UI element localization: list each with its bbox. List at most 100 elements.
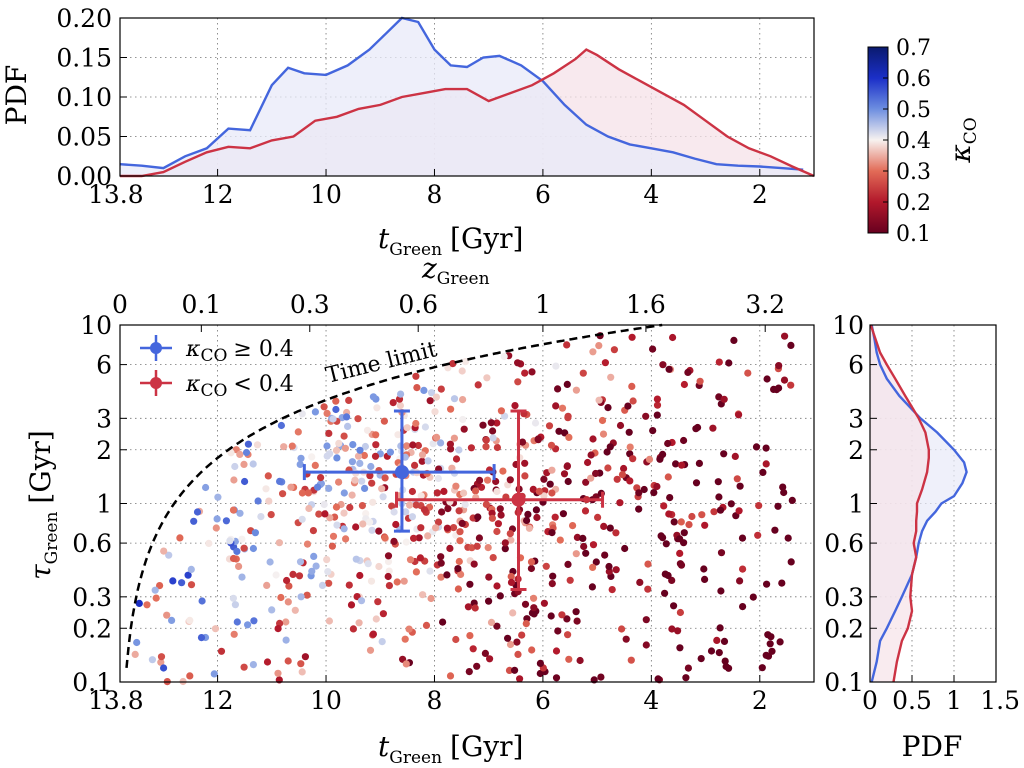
scatter-point bbox=[460, 489, 468, 497]
main-x-label: tGreen [Gyr] bbox=[378, 730, 523, 768]
scatter-point bbox=[531, 419, 540, 427]
scatter-point bbox=[272, 571, 280, 579]
scatter-point bbox=[392, 520, 400, 529]
scatter-point bbox=[452, 455, 461, 463]
scatter-point bbox=[190, 517, 198, 525]
scatter-point bbox=[685, 521, 693, 529]
scatter-point bbox=[250, 617, 258, 625]
scatter-point bbox=[752, 443, 761, 451]
scatter-point bbox=[573, 533, 582, 542]
scatter-point bbox=[210, 670, 218, 678]
main-x-ticks: 13.8 12 10 8 6 4 2 bbox=[88, 675, 768, 715]
scatter-point bbox=[461, 501, 469, 509]
right-y-tick-label: 3 bbox=[848, 404, 864, 433]
right-y-tick-label: 0.3 bbox=[824, 583, 864, 612]
scatter-point bbox=[402, 660, 410, 668]
scatter-point bbox=[450, 395, 459, 403]
scatter-point bbox=[312, 562, 320, 570]
scatter-point bbox=[413, 384, 421, 392]
scatter-point bbox=[297, 454, 305, 462]
scatter-point bbox=[213, 515, 221, 523]
scatter-point bbox=[473, 662, 481, 670]
scatter-point bbox=[249, 661, 257, 669]
scatter-point bbox=[345, 396, 353, 404]
scatter-point bbox=[308, 567, 316, 575]
scatter-point bbox=[579, 369, 587, 377]
scatter-point bbox=[556, 536, 564, 544]
scatter-point bbox=[758, 664, 766, 672]
scatter-point bbox=[345, 581, 353, 589]
colorbar-tick-label: 0.3 bbox=[896, 160, 931, 185]
main-y-tick-label: 2 bbox=[96, 436, 112, 465]
scatter-point bbox=[680, 436, 688, 445]
scatter-point bbox=[433, 489, 441, 497]
top-x-tick-label: 12 bbox=[202, 180, 234, 209]
scatter-point bbox=[323, 556, 331, 564]
scatter-point bbox=[412, 501, 420, 509]
scatter-point bbox=[440, 487, 448, 495]
scatter-point bbox=[653, 401, 662, 409]
scatter-point bbox=[240, 544, 248, 552]
scatter-point bbox=[268, 606, 276, 614]
scatter-point bbox=[384, 558, 393, 566]
scatter-point bbox=[284, 657, 292, 665]
scatter-point bbox=[642, 641, 650, 649]
scatter-point bbox=[374, 598, 382, 606]
scatter-point bbox=[664, 439, 672, 448]
scatter-point bbox=[628, 333, 636, 341]
scatter-point bbox=[584, 458, 592, 467]
scatter-point bbox=[552, 674, 561, 682]
scatter-point bbox=[605, 562, 613, 571]
scatter-point bbox=[222, 517, 230, 525]
scatter-point bbox=[507, 572, 515, 581]
scatter-point bbox=[720, 450, 728, 458]
scatter-point bbox=[664, 571, 672, 580]
scatter-point bbox=[522, 620, 530, 628]
scatter-point bbox=[552, 402, 560, 410]
top-blue-line bbox=[119, 16, 804, 171]
scatter-point bbox=[612, 566, 620, 574]
scatter-point bbox=[403, 424, 411, 432]
scatter-point bbox=[279, 490, 287, 498]
scatter-point bbox=[169, 577, 177, 585]
scatter-point bbox=[665, 365, 673, 373]
scatter-point bbox=[133, 638, 141, 647]
scatter-point bbox=[545, 422, 554, 430]
scatter-point bbox=[595, 396, 603, 404]
scatter-point bbox=[780, 488, 788, 497]
scatter-point bbox=[669, 333, 677, 342]
scatter-point bbox=[604, 404, 612, 412]
scatter-point bbox=[587, 474, 595, 482]
scatter-point bbox=[452, 482, 460, 490]
scatter-point bbox=[438, 508, 446, 516]
scatter-point bbox=[709, 424, 717, 432]
scatter-point bbox=[513, 638, 521, 646]
scatter-point bbox=[285, 582, 293, 590]
scatter-point bbox=[469, 645, 477, 653]
scatter-point bbox=[565, 433, 573, 441]
scatter-point bbox=[518, 631, 526, 639]
scatter-point bbox=[613, 475, 621, 483]
scatter-point bbox=[485, 597, 493, 605]
scatter-point bbox=[275, 539, 283, 547]
scatter-point bbox=[249, 544, 257, 553]
scatter-point bbox=[408, 513, 416, 521]
scatter-point bbox=[518, 438, 527, 446]
scatter-point bbox=[766, 640, 774, 648]
scatter-point bbox=[368, 479, 376, 487]
scatter-point bbox=[432, 393, 440, 401]
scatter-point bbox=[738, 534, 747, 542]
scatter-point bbox=[482, 500, 490, 508]
scatter-point bbox=[238, 535, 246, 543]
scatter-point bbox=[482, 436, 490, 444]
scatter-point bbox=[418, 451, 427, 459]
scatter-point bbox=[616, 499, 624, 507]
scatter-point bbox=[375, 527, 383, 535]
scatter-point bbox=[151, 586, 159, 594]
scatter-point bbox=[558, 404, 567, 412]
scatter-point bbox=[542, 562, 550, 570]
right-x-tick-label: 1 bbox=[946, 686, 962, 715]
scatter-point bbox=[217, 647, 226, 655]
scatter-point bbox=[692, 479, 701, 487]
right-y-tick-label: 10 bbox=[832, 311, 864, 340]
